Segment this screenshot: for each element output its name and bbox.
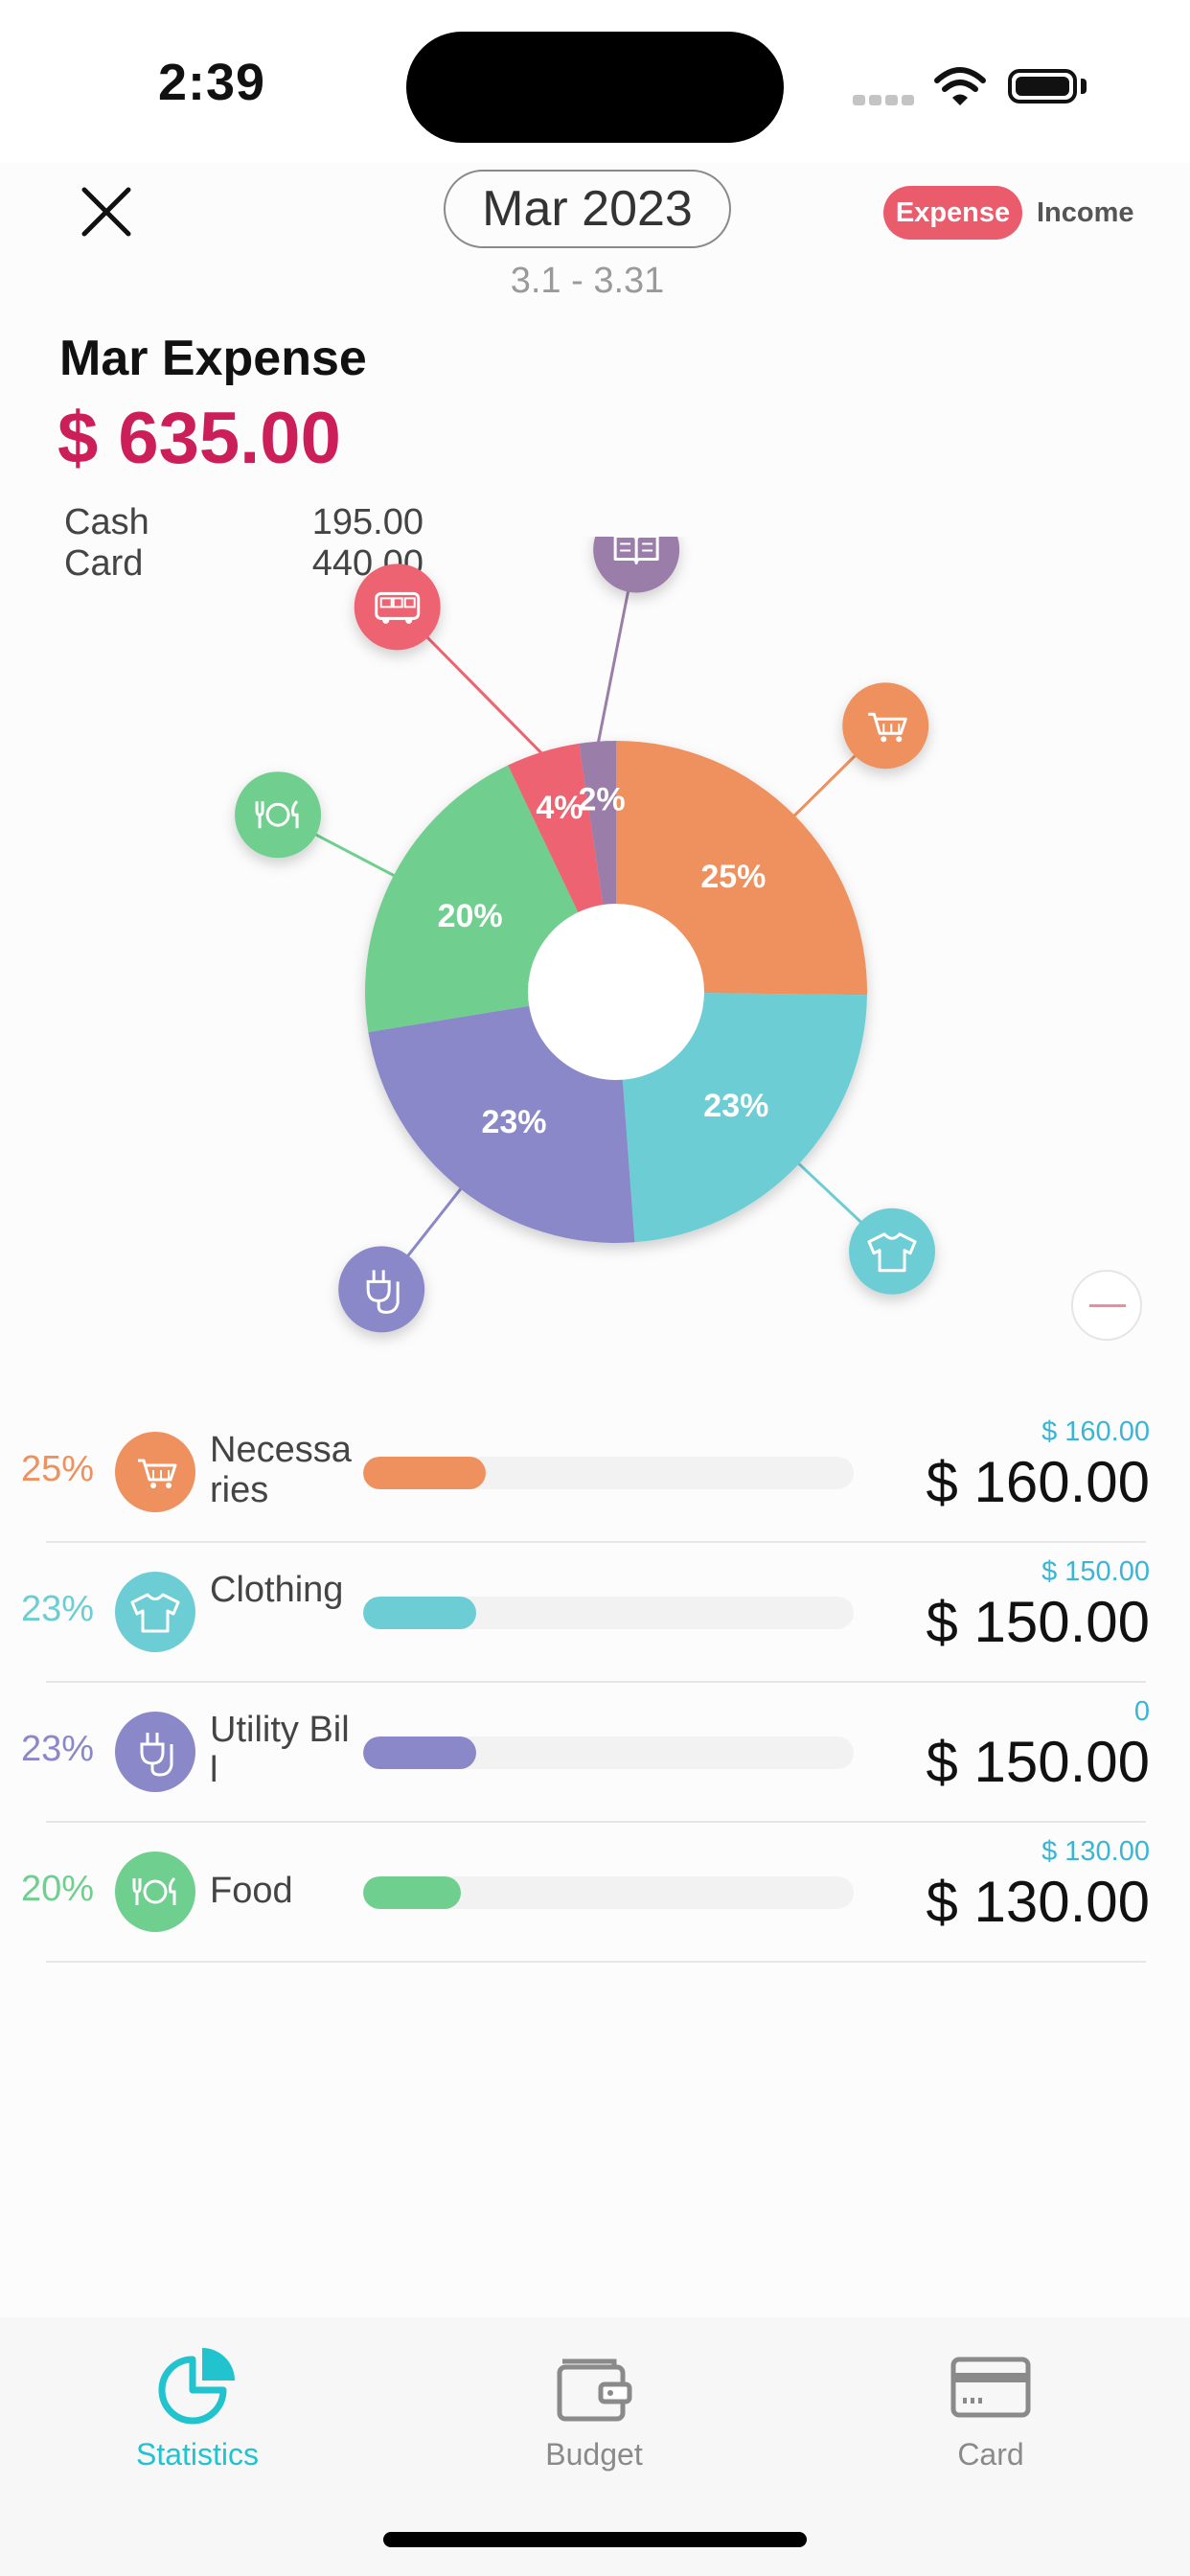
tab-expense[interactable]: Expense: [883, 186, 1022, 240]
expense-donut-chart: 25% 23% 23% 20% 4%2%: [235, 537, 936, 1333]
category-progress-fill: [363, 1457, 486, 1489]
wallet-icon: [557, 2358, 632, 2422]
category-budget: $ 150.00: [1041, 1556, 1150, 1587]
category-amount: $ 150.00: [926, 1590, 1150, 1654]
category-budget: 0: [1133, 1696, 1150, 1727]
category-percent: 25%: [21, 1449, 95, 1489]
cellular-signal-icon: [853, 93, 918, 110]
category-progress-bar: [363, 1736, 854, 1769]
category-amount: $ 150.00: [926, 1730, 1150, 1794]
pie-slice[interactable]: [616, 992, 867, 1243]
battery-tip: [1081, 79, 1087, 94]
dynamic-island: [406, 32, 784, 143]
pie-chart-icon: [158, 2348, 235, 2425]
category-percent: 23%: [21, 1729, 95, 1769]
pie-slice-label: 4%: [536, 790, 583, 826]
category-row[interactable]: 23% Utility Bill 0 $ 150.00: [0, 1683, 1190, 1823]
tab-budget-label: Budget: [545, 2437, 643, 2472]
divider: [46, 1961, 1146, 1963]
date-range: 3.1 - 3.31: [510, 261, 665, 301]
tab-budget[interactable]: Budget: [450, 2344, 738, 2472]
collapse-button[interactable]: [1071, 1270, 1142, 1341]
divider: [46, 1821, 1146, 1823]
tab-statistics[interactable]: Statistics: [54, 2344, 341, 2472]
pie-slice-label: 23%: [481, 1104, 546, 1140]
category-progress-fill: [363, 1736, 476, 1769]
pie-slice-label: 25%: [700, 859, 766, 895]
payment-row-card: Card 440.00: [64, 543, 423, 585]
cart-icon: [115, 1432, 195, 1512]
category-name: Clothing: [210, 1570, 344, 1610]
credit-card-icon: [950, 2357, 1031, 2418]
summary-title: Mar Expense: [59, 331, 367, 386]
category-progress-fill: [363, 1597, 476, 1629]
wifi-icon: [934, 67, 986, 105]
category-row[interactable]: 25% Necessaries $ 160.00 $ 160.00: [0, 1403, 1190, 1543]
summary-amount: $ 635.00: [57, 398, 341, 479]
cart-icon[interactable]: [842, 682, 929, 770]
shirt-icon: [115, 1572, 195, 1652]
tab-card[interactable]: Card: [847, 2344, 1134, 2472]
category-name: Necessaries: [210, 1430, 352, 1510]
tab-statistics-label: Statistics: [135, 2437, 260, 2472]
pie-slice-label: 20%: [438, 898, 503, 934]
payment-method-value: 195.00: [311, 502, 423, 542]
battery-icon: [1008, 69, 1077, 104]
category-name: Utility Bill: [210, 1710, 350, 1790]
book-icon[interactable]: [593, 537, 680, 593]
plug-icon[interactable]: [338, 1246, 425, 1333]
month-selector[interactable]: Mar 2023: [444, 170, 731, 248]
category-row[interactable]: 23% Clothing $ 150.00 $ 150.00: [0, 1543, 1190, 1683]
category-progress-fill: [363, 1876, 462, 1909]
tab-card-label: Card: [957, 2437, 1024, 2472]
donut-hole: [528, 904, 704, 1080]
category-row[interactable]: 20% Food $ 130.00 $ 130.00: [0, 1823, 1190, 1963]
shirt-icon[interactable]: [849, 1208, 936, 1295]
plug-icon: [115, 1712, 195, 1792]
bus-icon[interactable]: [354, 564, 441, 651]
payment-method-label: Cash: [64, 502, 149, 542]
close-button[interactable]: [75, 180, 138, 243]
home-indicator: [383, 2532, 807, 2547]
category-name: Food: [210, 1871, 293, 1911]
divider: [46, 1541, 1146, 1543]
tab-income[interactable]: Income: [1037, 197, 1134, 228]
pie-slice-label: 2%: [578, 782, 625, 818]
pie-slice-label: 23%: [703, 1088, 768, 1124]
category-budget: $ 160.00: [1041, 1416, 1150, 1447]
divider: [46, 1681, 1146, 1683]
category-progress-bar: [363, 1597, 854, 1629]
category-amount: $ 160.00: [926, 1450, 1150, 1514]
payment-method-label: Card: [64, 543, 144, 584]
category-percent: 20%: [21, 1869, 95, 1909]
dining-icon: [115, 1852, 195, 1932]
dining-icon[interactable]: [235, 771, 322, 859]
category-percent: 23%: [21, 1589, 95, 1629]
status-time: 2:39: [158, 54, 266, 111]
category-budget: $ 130.00: [1041, 1836, 1150, 1867]
payment-row-cash: Cash 195.00: [64, 502, 423, 543]
category-progress-bar: [363, 1457, 854, 1489]
category-amount: $ 130.00: [926, 1870, 1150, 1934]
category-progress-bar: [363, 1876, 854, 1909]
